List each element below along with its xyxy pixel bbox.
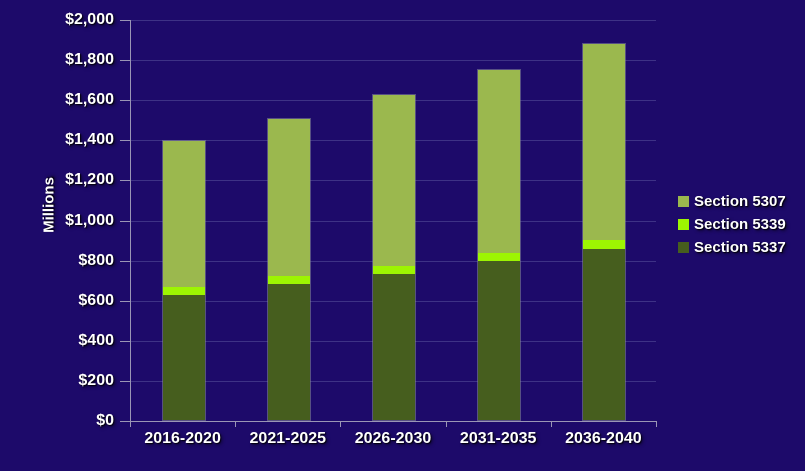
y-tick: [120, 300, 130, 302]
gridline: [130, 20, 656, 21]
segment-section-5337: [583, 248, 626, 420]
y-tick: [120, 100, 130, 102]
legend-item-section-5307: Section 5307: [678, 193, 786, 210]
y-tick: [120, 260, 130, 262]
legend-label: Section 5339: [694, 216, 786, 233]
y-tick-label: $200: [78, 371, 114, 389]
legend-swatch: [678, 219, 689, 230]
legend: Section 5307 Section 5339 Section 5337: [678, 193, 786, 256]
x-category-label: 2016-2020: [144, 430, 221, 447]
y-tick-label: $1,800: [65, 51, 114, 69]
x-tick: [130, 421, 131, 427]
y-tick: [120, 180, 130, 182]
segment-section-5339: [162, 286, 205, 295]
segment-section-5339: [373, 265, 415, 274]
x-axis-line: [130, 421, 657, 422]
x-category-label: 2036-2040: [565, 430, 642, 447]
legend-item-section-5339: Section 5339: [678, 216, 786, 233]
y-tick-label: $800: [78, 251, 114, 269]
segment-section-5337: [162, 294, 205, 420]
y-tick-label: $1,000: [65, 211, 114, 229]
x-tick: [550, 421, 552, 427]
segment-section-5339: [267, 275, 310, 284]
y-tick-label: $1,200: [65, 171, 114, 189]
segment-section-5307: [373, 95, 415, 266]
y-tick-label: $1,600: [65, 91, 114, 109]
bar-2026-2030: [372, 94, 416, 421]
y-tick: [120, 220, 130, 222]
y-tick: [120, 140, 130, 142]
y-tick: [120, 421, 130, 422]
segment-section-5307: [267, 119, 310, 276]
y-axis-line: [130, 20, 131, 421]
plot-area: [130, 20, 656, 421]
legend-label: Section 5337: [694, 239, 786, 256]
x-category-label: 2021-2025: [249, 430, 327, 447]
x-tick: [656, 421, 657, 427]
y-tick-label: $600: [78, 291, 114, 309]
y-tick-label: $2,000: [65, 11, 114, 28]
legend-item-section-5337: Section 5337: [678, 239, 786, 256]
x-category-label: 2031-2035: [459, 430, 537, 447]
gridline: [130, 60, 656, 62]
segment-section-5337: [267, 283, 310, 420]
y-tick: [120, 60, 130, 62]
legend-swatch: [678, 196, 689, 207]
segment-section-5339: [478, 252, 521, 261]
segment-section-5307: [478, 70, 521, 253]
x-tick: [445, 421, 447, 427]
segment-section-5307: [162, 141, 205, 287]
legend-label: Section 5307: [694, 193, 786, 210]
segment-section-5337: [478, 260, 521, 420]
segment-section-5337: [373, 273, 415, 420]
y-tick-label: $400: [78, 331, 114, 349]
bar-2021-2025: [266, 118, 311, 421]
x-tick: [340, 421, 342, 427]
bar-2031-2035: [477, 69, 522, 421]
segment-section-5339: [583, 239, 626, 249]
x-category-label: 2026-2030: [354, 430, 432, 447]
y-tick-label: $0: [96, 412, 114, 429]
y-tick-label: $1,400: [65, 131, 114, 149]
bar-2036-2040: [582, 43, 627, 421]
y-tick: [120, 20, 130, 21]
bar-2016-2020: [161, 140, 206, 421]
x-tick: [235, 421, 237, 427]
segment-section-5307: [583, 44, 626, 240]
legend-swatch: [678, 242, 689, 253]
y-tick: [120, 340, 130, 342]
y-tick: [120, 380, 130, 382]
